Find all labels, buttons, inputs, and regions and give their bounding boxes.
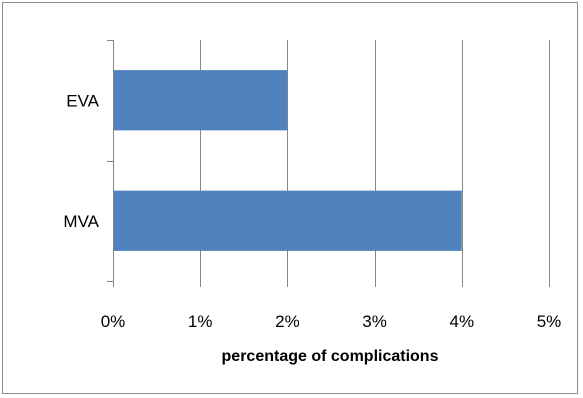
bar-mva: [114, 190, 462, 251]
axes: [107, 40, 550, 287]
bars: [114, 70, 462, 251]
x-tick-label: 1%: [188, 312, 213, 331]
x-tick-label: 5%: [537, 312, 562, 331]
y-category-label: MVA: [63, 212, 99, 231]
x-axis-title: percentage of complications: [222, 348, 439, 365]
x-tick-label: 0%: [101, 312, 126, 331]
bar-eva: [114, 70, 288, 131]
x-tick-label: 2%: [275, 312, 300, 331]
x-tick-label: 4%: [450, 312, 475, 331]
y-category-label: EVA: [66, 91, 99, 110]
tick-labels: 0% 1% 2% 3% 4% 5% EVA MVA: [63, 91, 561, 331]
x-tick-label: 3%: [362, 312, 387, 331]
